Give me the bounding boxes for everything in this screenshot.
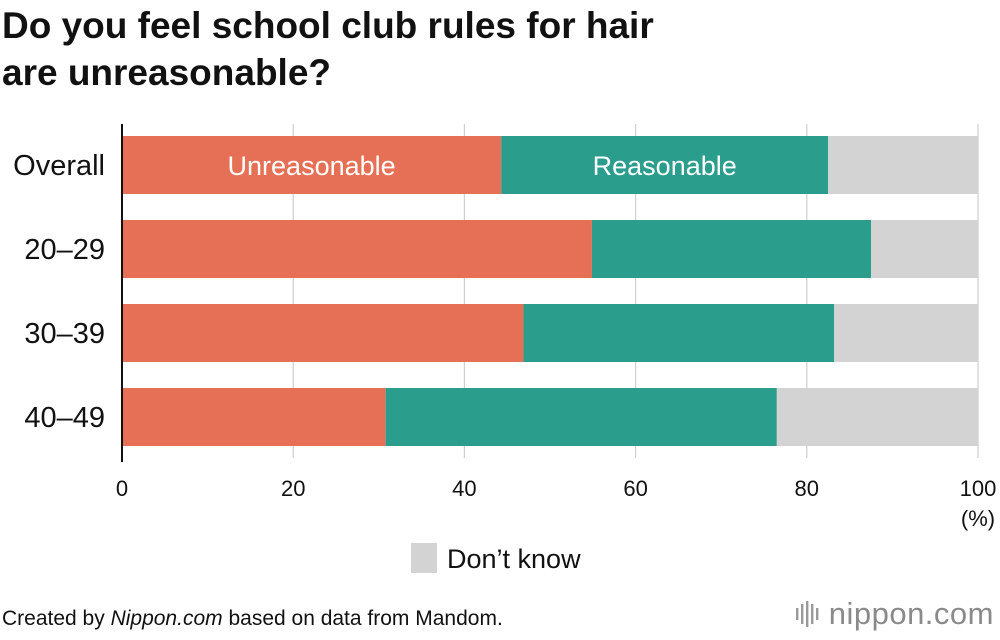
bar-don-t-know-2 bbox=[834, 304, 978, 362]
tick-label-20: 20 bbox=[281, 476, 305, 501]
category-label-3: 40–49 bbox=[24, 402, 105, 434]
bar-unreasonable-2 bbox=[122, 304, 524, 362]
logo-text: nippon.com bbox=[828, 596, 994, 631]
bar-unreasonable-1 bbox=[122, 220, 592, 278]
legend-label-dont-know: Don’t know bbox=[447, 544, 581, 574]
legend-swatch-dont-know bbox=[411, 543, 437, 573]
bar-reasonable-3 bbox=[385, 388, 777, 446]
bars: Unreasonable Reasonable bbox=[122, 136, 978, 446]
inline-label-unreasonable: Unreasonable bbox=[228, 151, 396, 181]
credit-prefix: Created by bbox=[2, 607, 111, 630]
bar-reasonable-0 bbox=[501, 136, 829, 194]
chart-title-line-2: are unreasonable? bbox=[2, 52, 332, 93]
bar-reasonable-1 bbox=[591, 220, 871, 278]
source-credit: Created by Nippon.com based on data from… bbox=[2, 607, 503, 631]
credit-suffix: based on data from Mandom. bbox=[222, 607, 503, 630]
chart-title: Do you feel school club rules for hair a… bbox=[2, 2, 762, 96]
nippon-logo: nippon.com bbox=[795, 596, 994, 632]
bar-unreasonable-0 bbox=[122, 136, 502, 194]
credit-source: Nippon.com bbox=[110, 607, 223, 630]
legend: Don’t know bbox=[411, 543, 581, 574]
tick-label-0: 0 bbox=[116, 476, 128, 501]
unit-label: (%) bbox=[961, 506, 995, 531]
category-label-1: 20–29 bbox=[24, 234, 105, 266]
category-label-0: Overall bbox=[13, 150, 105, 182]
bar-don-t-know-3 bbox=[776, 388, 978, 446]
tick-label-40: 40 bbox=[452, 476, 476, 501]
chart-title-line-1: Do you feel school club rules for hair bbox=[2, 5, 654, 46]
tick-label-60: 60 bbox=[623, 476, 647, 501]
inline-label-reasonable: Reasonable bbox=[593, 151, 737, 181]
bar-don-t-know-0 bbox=[828, 136, 978, 194]
tick-label-100: 100 bbox=[960, 476, 997, 501]
nippon-logo-bars-icon bbox=[795, 601, 819, 627]
bar-don-t-know-1 bbox=[871, 220, 978, 278]
tick-label-80: 80 bbox=[795, 476, 819, 501]
category-label-2: 30–39 bbox=[24, 318, 105, 350]
bar-reasonable-2 bbox=[523, 304, 835, 362]
axis: Overall 20–29 30–39 40–49 0 20 40 60 80 100 (%) bbox=[13, 124, 996, 531]
bar-unreasonable-3 bbox=[122, 388, 386, 446]
